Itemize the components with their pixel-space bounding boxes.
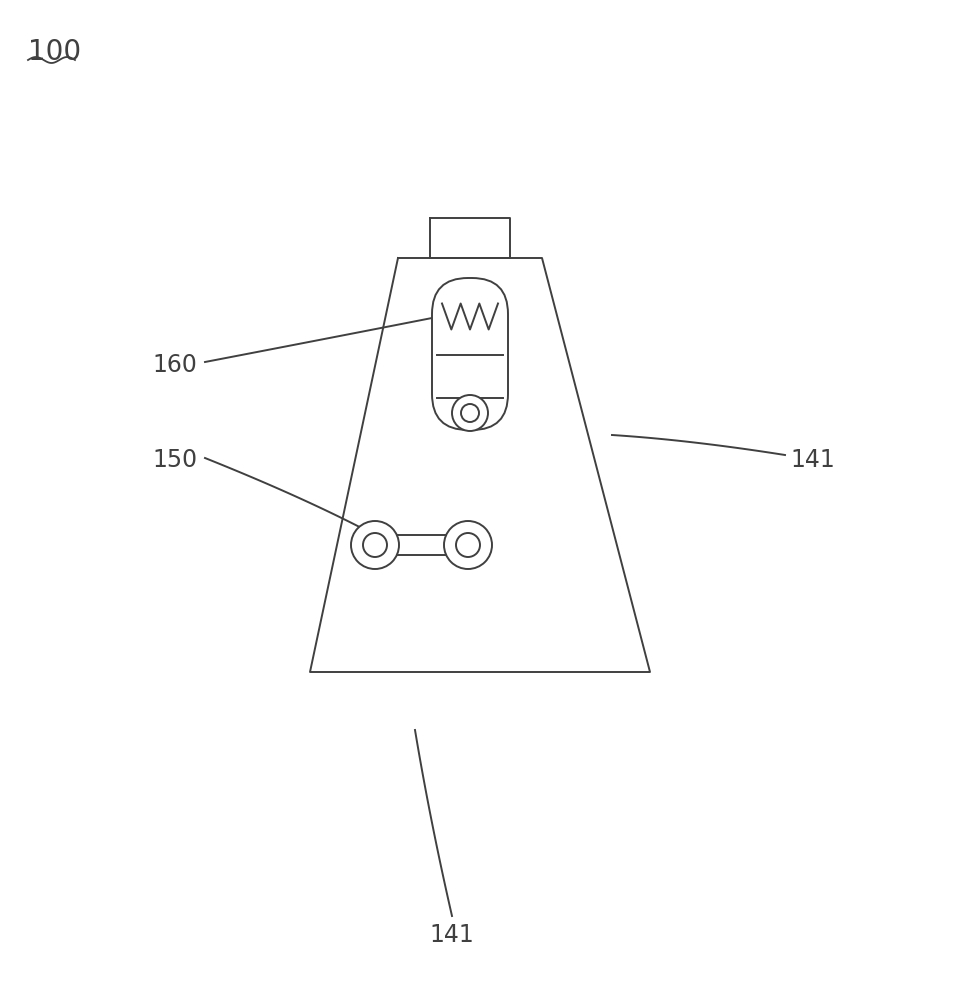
Circle shape <box>363 533 387 557</box>
Text: 100: 100 <box>28 38 82 66</box>
Text: 141: 141 <box>790 448 835 472</box>
Text: 141: 141 <box>430 923 474 947</box>
Circle shape <box>351 521 399 569</box>
Circle shape <box>452 395 488 431</box>
Circle shape <box>444 521 492 569</box>
Text: 150: 150 <box>152 448 197 472</box>
FancyBboxPatch shape <box>432 278 508 430</box>
Circle shape <box>461 404 479 422</box>
Text: 160: 160 <box>152 353 197 377</box>
Circle shape <box>456 533 480 557</box>
